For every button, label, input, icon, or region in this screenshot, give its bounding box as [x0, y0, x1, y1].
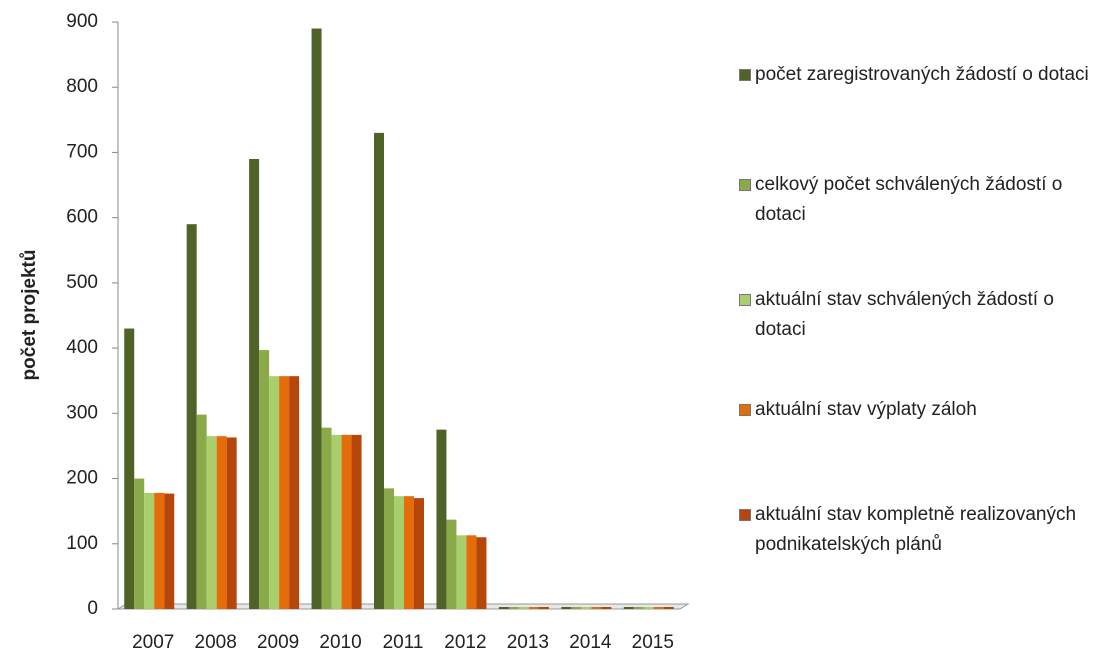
x-tick-label: 2013 — [507, 632, 549, 653]
legend-label: aktuální stav výplaty záloh — [755, 399, 977, 420]
bar — [279, 376, 290, 609]
bar — [186, 224, 197, 609]
bar — [164, 493, 175, 609]
bar — [226, 437, 237, 609]
bar — [663, 607, 674, 609]
bar — [269, 376, 280, 609]
bar — [206, 436, 217, 609]
legend-swatch — [739, 294, 751, 306]
x-tick-label: 2012 — [444, 632, 486, 653]
bar — [633, 607, 644, 609]
y-tick-label: 600 — [66, 207, 98, 228]
x-tick-label: 2009 — [257, 632, 299, 653]
bar — [643, 607, 654, 609]
legend-entry: počet zaregistrovaných žádostí o dotaci — [735, 60, 1090, 90]
legend-label: celkový počet schválených žádostí o dota… — [755, 174, 1063, 225]
bar — [351, 434, 362, 609]
bar — [124, 328, 135, 609]
bar — [134, 478, 145, 609]
bar — [311, 28, 322, 610]
legend-entry: celkový počet schválených žádostí o dota… — [735, 170, 1090, 230]
bar — [601, 607, 612, 609]
y-tick-label: 200 — [66, 468, 98, 489]
bar — [404, 496, 414, 609]
bar — [394, 496, 404, 609]
bar — [321, 427, 332, 609]
y-tick-label: 100 — [66, 533, 98, 554]
x-tick-label: 2008 — [195, 632, 237, 653]
y-tick-label: 400 — [66, 337, 98, 358]
y-tick-label: 700 — [66, 141, 98, 162]
bar — [154, 492, 165, 609]
y-axis-label: počet projektů — [19, 250, 40, 381]
bar — [331, 434, 342, 609]
x-tick-label: 2010 — [319, 632, 361, 653]
bar — [538, 607, 549, 609]
bar — [414, 498, 424, 609]
x-tick-label: 2007 — [132, 632, 174, 653]
y-tick-label: 0 — [87, 598, 98, 619]
x-tick-label: 2011 — [383, 632, 424, 653]
bar — [518, 607, 529, 609]
legend-entry: aktuální stav schválených žádostí o dota… — [735, 285, 1090, 345]
bar — [196, 414, 207, 609]
bar — [436, 429, 447, 609]
bar — [476, 537, 487, 609]
x-tick-label: 2015 — [632, 632, 674, 653]
bar — [446, 519, 457, 609]
legend-swatch — [739, 69, 751, 81]
bar — [144, 492, 155, 609]
bar — [259, 350, 270, 609]
legend-label: počet zaregistrovaných žádostí o dotaci — [755, 64, 1089, 85]
y-tick-label: 300 — [66, 402, 98, 423]
legend-entry: aktuální stav výplaty záloh — [735, 395, 1090, 425]
bar — [384, 488, 394, 609]
bar — [456, 535, 467, 609]
bar — [466, 535, 477, 609]
bar — [249, 158, 260, 609]
bar — [289, 376, 300, 609]
bar — [508, 607, 519, 609]
bar — [623, 607, 634, 609]
x-tick-label: 2014 — [569, 632, 612, 653]
bar — [374, 132, 384, 609]
bar — [341, 434, 352, 609]
bar — [216, 436, 227, 609]
bar — [528, 607, 539, 609]
bar — [571, 607, 582, 609]
y-tick-label: 800 — [66, 76, 98, 97]
bar — [653, 607, 664, 609]
bar — [581, 607, 592, 609]
y-tick-label: 500 — [66, 272, 98, 293]
legend-swatch — [739, 404, 751, 416]
legend-swatch — [739, 179, 751, 191]
legend-swatch — [739, 509, 751, 521]
legend-label: aktuální stav schválených žádostí o dota… — [755, 289, 1054, 340]
bar — [561, 607, 572, 609]
y-tick-label: 900 — [66, 11, 98, 32]
legend-entry: aktuální stav kompletně realizovaných po… — [735, 500, 1090, 560]
bar — [591, 607, 602, 609]
legend-label: aktuální stav kompletně realizovaných po… — [755, 504, 1077, 555]
bar — [498, 607, 509, 609]
